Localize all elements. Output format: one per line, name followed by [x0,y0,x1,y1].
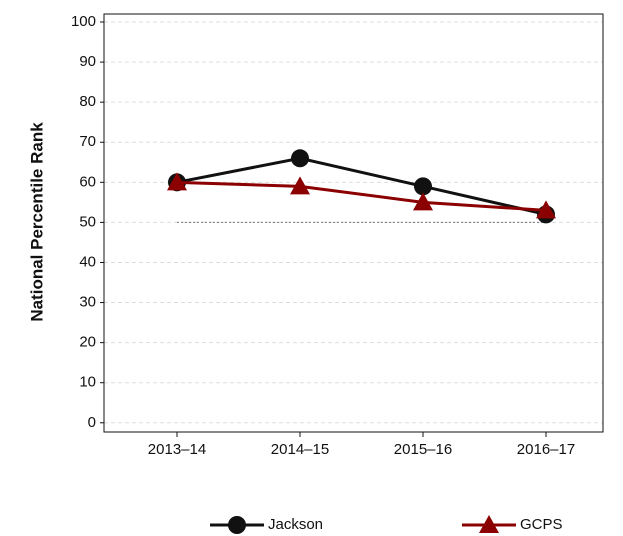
y-tick-label: 20 [79,334,96,351]
x-tick-label: 2016–17 [517,441,575,458]
y-axis-label: National Percentile Rank [27,122,46,322]
y-tick-label: 90 [79,53,96,70]
y-tick-label: 0 [88,414,96,431]
x-tick-label: 2014–15 [271,441,329,458]
x-tick-label: 2013–14 [148,441,206,458]
point [167,172,187,191]
x-tick-label: 2015–16 [394,441,452,458]
legend-label: GCPS [520,516,563,533]
point [291,149,309,168]
y-tick-label: 100 [71,13,96,30]
y-tick-label: 60 [79,173,96,190]
y-tick-label: 40 [79,253,96,270]
y-tick-label: 10 [79,374,96,391]
y-tick-label: 50 [79,213,96,230]
legend-marker [228,516,246,534]
legend-label: Jackson [268,516,323,533]
point [414,177,432,196]
series-line [176,156,547,216]
point [536,200,556,219]
series-line [176,180,547,212]
y-tick-label: 70 [79,133,96,150]
point [413,192,433,211]
point [290,176,310,195]
y-tick-label: 80 [79,93,96,110]
y-tick-label: 30 [79,294,96,311]
plot-frame [103,13,604,433]
legend-marker [479,515,499,533]
